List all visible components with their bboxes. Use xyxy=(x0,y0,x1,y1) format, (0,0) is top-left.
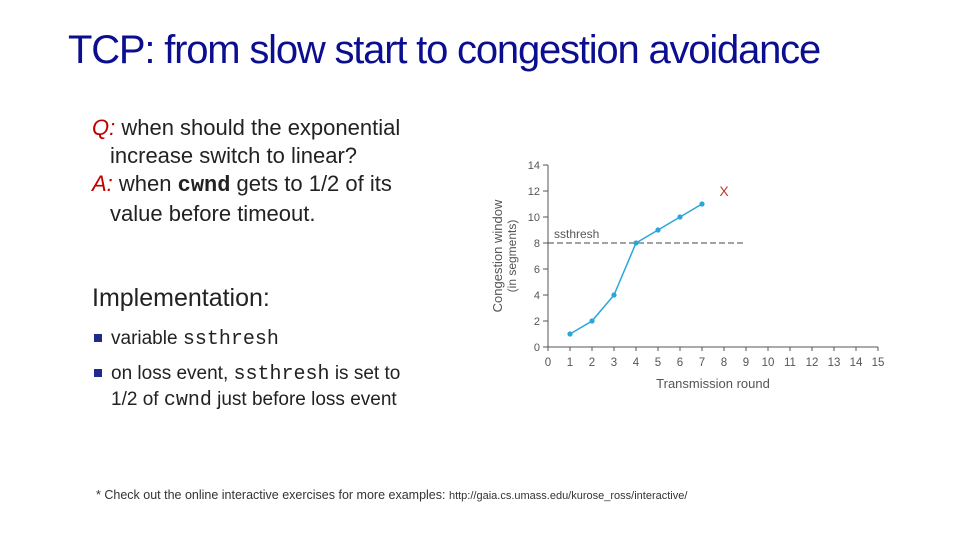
cwnd-data-point xyxy=(677,214,683,220)
question-answer-block: Q: when should the exponential increase … xyxy=(92,114,472,228)
x-axis-label: Transmission round xyxy=(656,376,770,391)
square-bullet-icon xyxy=(94,334,102,342)
x-tick-label: 1 xyxy=(567,357,573,369)
bullet-text: variable xyxy=(111,328,183,349)
y-tick-label: 12 xyxy=(528,186,540,198)
answer-text-2: gets to 1/2 of its xyxy=(230,171,392,196)
bullet-text: on loss event, xyxy=(111,363,234,384)
y-axis-label: Congestion window xyxy=(490,199,505,312)
answer-code-cwnd: cwnd xyxy=(177,173,231,198)
x-tick-label: 0 xyxy=(545,357,551,369)
bullet-item: on loss event, ssthresh is set to 1/2 of… xyxy=(94,361,474,413)
x-tick-label: 13 xyxy=(828,357,841,369)
answer-label: A: xyxy=(92,171,113,196)
x-tick-label: 7 xyxy=(699,357,705,369)
answer-line-2: value before timeout. xyxy=(110,201,316,226)
x-tick-label: 3 xyxy=(611,357,617,369)
question-label: Q: xyxy=(92,115,116,140)
y-tick-label: 10 xyxy=(528,212,540,224)
x-tick-label: 9 xyxy=(743,357,749,369)
x-tick-label: 8 xyxy=(721,357,727,369)
cwnd-series-line xyxy=(569,203,703,335)
y-axis-label-units: (in segments) xyxy=(505,220,519,293)
x-tick-label: 11 xyxy=(784,357,796,369)
x-tick-label: 10 xyxy=(762,357,775,369)
cwnd-data-point xyxy=(567,331,573,337)
x-tick-label: 12 xyxy=(806,357,819,369)
question-line-1: Q: when should the exponential xyxy=(92,114,472,142)
y-tick-label: 6 xyxy=(534,264,540,276)
question-text: when should the exponential xyxy=(115,115,401,140)
cwnd-data-point xyxy=(699,201,705,207)
footnote-url-link[interactable]: http://gaia.cs.umass.edu/kurose_ross/int… xyxy=(448,490,688,502)
footnote: * Check out the online interactive exerc… xyxy=(96,488,687,502)
cwnd-data-point xyxy=(589,318,595,324)
x-tick-label: 5 xyxy=(655,357,661,369)
y-tick-label: 2 xyxy=(534,316,540,328)
bullet-item: variable ssthresh xyxy=(94,326,474,352)
answer-text: when xyxy=(112,171,178,196)
x-tick-label: 4 xyxy=(633,357,640,369)
y-tick-label: 4 xyxy=(534,290,540,302)
bullet-text-3: 1/2 of xyxy=(111,389,164,410)
implementation-bullets: variable ssthresh on loss event, ssthres… xyxy=(94,326,474,422)
bullet-text-4: just before loss event xyxy=(211,389,397,410)
x-tick-label: 14 xyxy=(850,357,863,369)
slide-title: TCP: from slow start to congestion avoid… xyxy=(68,28,821,72)
cwnd-data-point xyxy=(611,292,617,298)
square-bullet-icon xyxy=(94,369,102,377)
x-tick-label: 2 xyxy=(589,357,595,369)
x-tick-label: 15 xyxy=(872,357,885,369)
x-tick-label: 6 xyxy=(677,357,683,369)
cwnd-data-point xyxy=(633,240,639,246)
y-tick-label: 0 xyxy=(534,342,540,354)
bullet-code-ssthresh: ssthresh xyxy=(182,328,279,351)
implementation-heading: Implementation: xyxy=(92,284,270,312)
footnote-text: * Check out the online interactive exerc… xyxy=(96,488,449,502)
y-tick-label: 8 xyxy=(534,238,540,250)
loss-event-marker: X xyxy=(719,183,729,199)
ssthresh-label: ssthresh xyxy=(554,227,599,241)
bullet-text-2: is set to xyxy=(329,363,401,384)
bullet-code-cwnd: cwnd xyxy=(163,389,212,412)
bullet-code-ssthresh: ssthresh xyxy=(233,363,330,386)
cwnd-data-point xyxy=(655,227,661,233)
question-line-2: increase switch to linear? xyxy=(110,143,358,168)
answer-line-1: A: when cwnd gets to 1/2 of its xyxy=(92,170,472,200)
y-tick-label: 14 xyxy=(528,160,540,172)
